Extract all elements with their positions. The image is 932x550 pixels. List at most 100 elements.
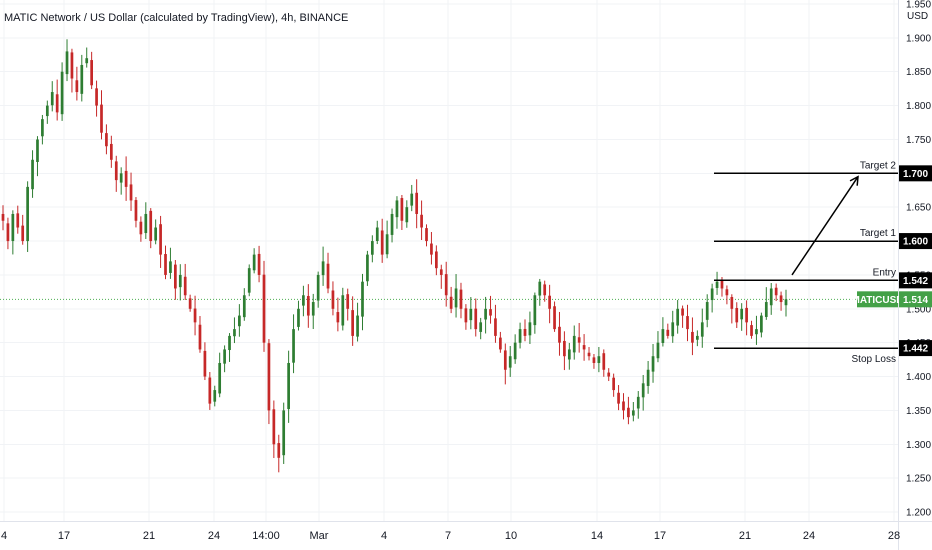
candle-body (572, 335, 576, 353)
candle-body (656, 342, 660, 359)
candle-body (188, 298, 192, 309)
candle-body (548, 295, 551, 309)
candle-body (41, 119, 44, 137)
current-price-tag (899, 291, 932, 308)
time-tick-label: 14:00 (252, 530, 280, 542)
candle-body (469, 308, 473, 321)
candle-body (267, 343, 271, 411)
candle-body (208, 377, 212, 404)
candle-body (336, 312, 340, 323)
candle-body (543, 284, 547, 296)
level-price-tag (899, 233, 932, 250)
candle-body (553, 306, 556, 330)
candle-body (681, 308, 684, 316)
time-tick-label: 10 (505, 530, 517, 542)
candle-body (720, 280, 724, 289)
candle-body (95, 88, 98, 106)
price-tick-label: 1.200 (906, 508, 931, 519)
candle-body (366, 254, 369, 282)
candle-body (55, 94, 59, 113)
candle-body (316, 274, 320, 301)
candle-body (459, 289, 463, 309)
candle-body (80, 64, 84, 94)
level-label: Target 1 (860, 228, 897, 239)
candle-body (139, 221, 143, 235)
candle-body (262, 274, 266, 343)
trade-levels (714, 172, 898, 349)
candle-body (119, 173, 123, 183)
time-tick-label: 14 (591, 530, 603, 542)
candle-body (420, 214, 423, 228)
candle-body (257, 253, 261, 275)
price-tick-label: 1.900 (906, 33, 931, 44)
candle-body (715, 281, 719, 288)
candle-body (696, 335, 699, 340)
candle-body (380, 230, 384, 255)
price-tick-label: 1.400 (906, 372, 931, 383)
candle-body (213, 390, 217, 402)
price-axis[interactable]: 1.950 1.900 1.850 1.800 1.750 1.700 1.650 1.600… (906, 0, 931, 519)
candle-body (159, 224, 162, 255)
price-tick-label: 1.650 (906, 203, 931, 214)
candle-body (563, 340, 566, 357)
projection-arrow-line (791, 176, 859, 276)
candle-body (774, 287, 778, 296)
candle-body (203, 350, 207, 377)
price-tick-label: 1.850 (906, 67, 931, 78)
candle-body (646, 369, 650, 386)
candle-body (228, 335, 231, 351)
candle-body (582, 345, 586, 350)
time-tick-label: 24 (208, 530, 220, 542)
time-tick-label: 17 (58, 530, 70, 542)
candle-body (602, 353, 606, 370)
candle-body (346, 294, 350, 309)
candle-body (233, 329, 236, 337)
candle-body (760, 315, 763, 333)
candle-body (489, 309, 492, 316)
time-axis[interactable]: 4 17 21 24 14:00 Mar 4 7 10 14 17 21 24 28 (1, 530, 900, 542)
candle-body (612, 377, 615, 391)
level-price-tag (899, 340, 932, 357)
candle-body (513, 342, 517, 360)
projection-arrow (791, 175, 859, 276)
candle-body (26, 186, 29, 242)
candle-body (242, 295, 246, 318)
time-tick-label: 7 (445, 530, 451, 542)
candle-body (134, 200, 138, 221)
price-tick-label: 1.950 (906, 0, 931, 11)
candle-body (725, 289, 729, 296)
candle-body (700, 322, 704, 337)
candle-body (651, 356, 655, 372)
candle-body (375, 227, 379, 241)
level-price-value: 1.442 (903, 344, 928, 355)
candle-body (223, 349, 226, 364)
candle-body (745, 307, 748, 323)
candle-body (331, 290, 335, 309)
candle-body (174, 264, 177, 289)
price-tick-label: 1.500 (906, 304, 931, 315)
candle-body (577, 337, 581, 343)
candle-body (528, 322, 532, 336)
candle-body (410, 193, 414, 206)
projection-arrow-head (849, 175, 859, 186)
candle-body (31, 159, 34, 190)
candle-body (503, 350, 507, 370)
candle-body (351, 310, 354, 336)
candle-body (198, 324, 202, 350)
price-tick-label: 1.350 (906, 406, 931, 417)
candle-body (735, 307, 739, 323)
level-label: Target 2 (860, 160, 897, 171)
level-price-tag (899, 165, 932, 182)
time-tick-label: 24 (803, 530, 815, 542)
candle-body (494, 318, 497, 336)
candle-body (287, 362, 290, 410)
candle-body (169, 261, 172, 273)
candle-body (105, 133, 108, 147)
candle-body (499, 337, 502, 350)
candle-body (740, 308, 744, 320)
candle-body (617, 392, 620, 404)
candle-body (326, 263, 330, 289)
candle-body (415, 192, 419, 214)
candle-body (479, 322, 483, 332)
